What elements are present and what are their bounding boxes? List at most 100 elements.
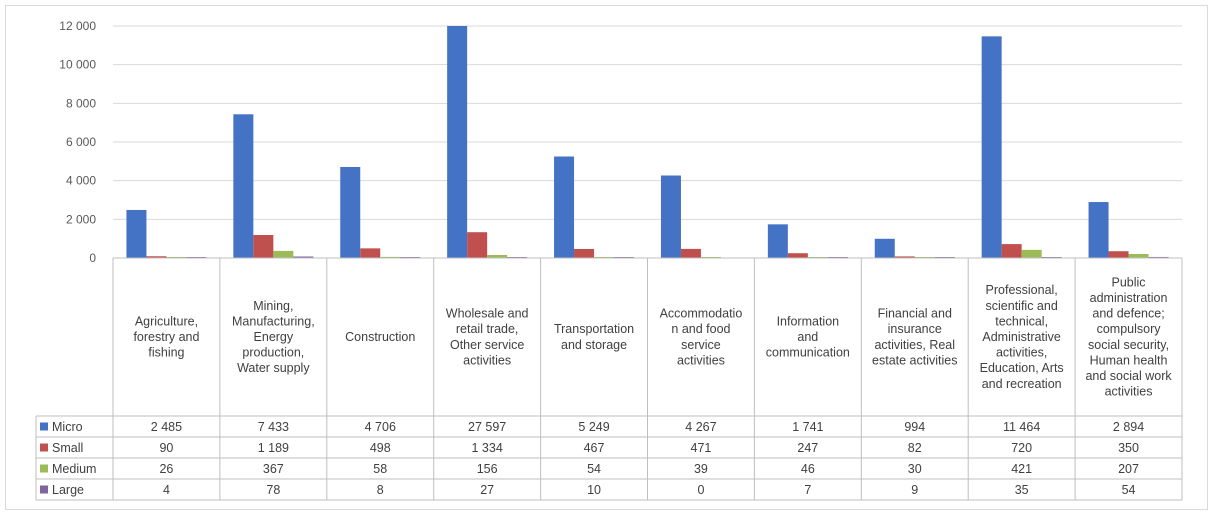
bar-micro <box>126 209 147 258</box>
bar-micro <box>767 224 788 258</box>
category-label: social security, <box>1088 338 1169 352</box>
data-table-value: 1 741 <box>792 420 823 434</box>
category-label: activities, <box>996 346 1047 360</box>
bar-small <box>146 256 167 258</box>
data-table-value: 46 <box>801 462 815 476</box>
data-table-value: 720 <box>1011 441 1032 455</box>
category-label: and storage <box>561 338 627 352</box>
data-table-value: 27 597 <box>468 420 506 434</box>
bar-small <box>894 256 915 258</box>
y-tick-label: 4 000 <box>66 174 96 188</box>
category-label: administration <box>1090 291 1168 305</box>
data-table-value: 350 <box>1118 441 1139 455</box>
category-label: Water supply <box>237 361 310 375</box>
y-tick-label: 12 000 <box>59 19 96 33</box>
legend-label-micro: Micro <box>52 420 83 434</box>
category-label: and defence; <box>1092 307 1164 321</box>
data-table-value: 2 894 <box>1113 420 1144 434</box>
bar-small <box>574 248 595 258</box>
data-table-value: 26 <box>159 462 173 476</box>
bar-micro <box>340 167 361 258</box>
data-table-value: 5 249 <box>578 420 609 434</box>
category-label: Transportation <box>554 322 634 336</box>
bar-medium <box>1021 249 1042 258</box>
category-label: Mining, <box>253 299 293 313</box>
data-table-value: 471 <box>691 441 712 455</box>
y-tick-label: 10 000 <box>59 58 96 72</box>
category-label: Construction <box>345 330 415 344</box>
data-table-value: 11 464 <box>1003 420 1040 434</box>
bar-micro <box>447 26 468 258</box>
data-table-value: 2 485 <box>151 420 182 434</box>
category-label: n and food <box>671 322 730 336</box>
data-table-value: 367 <box>263 462 284 476</box>
legend-key-large <box>40 485 48 494</box>
bar-micro <box>981 36 1002 258</box>
bar-micro <box>1088 202 1109 258</box>
bar-micro <box>233 114 254 258</box>
data-table-value: 82 <box>908 441 922 455</box>
bar-large <box>1148 256 1169 258</box>
category-label: insurance <box>888 322 942 336</box>
data-table-value: 58 <box>373 462 387 476</box>
y-tick-label: 8 000 <box>66 96 96 110</box>
data-table-value: 7 433 <box>258 420 289 434</box>
category-label: fishing <box>148 346 184 360</box>
data-table-value: 994 <box>904 420 925 434</box>
data-table-value: 35 <box>1015 483 1029 497</box>
data-table-value: 1 334 <box>472 441 503 455</box>
category-label: technical, <box>995 314 1048 328</box>
data-table-value: 4 <box>163 483 170 497</box>
data-table-value: 30 <box>908 462 922 476</box>
bar-small <box>253 235 274 258</box>
bar-medium <box>1128 253 1149 258</box>
category-label: Human health <box>1090 353 1168 367</box>
data-table-value: 27 <box>480 483 494 497</box>
data-table-value: 1 189 <box>258 441 289 455</box>
data-table-value: 54 <box>1122 483 1136 497</box>
category-label: service <box>681 338 721 352</box>
category-label: and <box>797 330 818 344</box>
data-table-value: 498 <box>370 441 391 455</box>
bar-medium <box>380 256 401 258</box>
bar-small <box>1108 251 1129 258</box>
data-table-value: 9 <box>911 483 918 497</box>
data-table-value: 4 706 <box>365 420 396 434</box>
category-label: Public <box>1112 275 1146 289</box>
data-table-value: 90 <box>159 441 173 455</box>
category-label: Other service <box>450 338 524 352</box>
category-label: activities <box>677 353 725 367</box>
category-label: Financial and <box>878 307 952 321</box>
data-table-value: 421 <box>1011 462 1032 476</box>
data-table-value: 467 <box>584 441 605 455</box>
bar-small <box>360 248 381 258</box>
data-table-value: 39 <box>694 462 708 476</box>
category-label: and recreation <box>982 377 1062 391</box>
bar-small <box>680 248 701 258</box>
category-label: production, <box>242 346 304 360</box>
category-label: activities, Real <box>874 338 955 352</box>
data-table-value: 207 <box>1118 462 1139 476</box>
data-table-value: 4 267 <box>685 420 716 434</box>
category-label: communication <box>766 346 850 360</box>
y-tick-label: 0 <box>89 251 96 265</box>
category-label: estate activities <box>872 353 957 367</box>
category-label: Education, Arts <box>980 361 1064 375</box>
data-table-value: 247 <box>797 441 818 455</box>
bar-micro <box>660 175 681 258</box>
legend-key-micro <box>40 422 48 431</box>
data-table-value: 10 <box>587 483 601 497</box>
bar-medium <box>594 256 615 258</box>
category-label: Agriculture, <box>135 314 198 328</box>
bar-small <box>1001 244 1022 258</box>
legend-label-medium: Medium <box>52 462 96 476</box>
data-table-value: 78 <box>266 483 280 497</box>
data-table-value: 0 <box>697 483 704 497</box>
category-label: and social work <box>1085 369 1172 383</box>
category-label: Manufacturing, <box>232 314 315 328</box>
bar-small <box>467 232 488 258</box>
legend-label-small: Small <box>52 441 83 455</box>
data-table-value: 54 <box>587 462 601 476</box>
category-label: activities <box>1105 385 1153 399</box>
